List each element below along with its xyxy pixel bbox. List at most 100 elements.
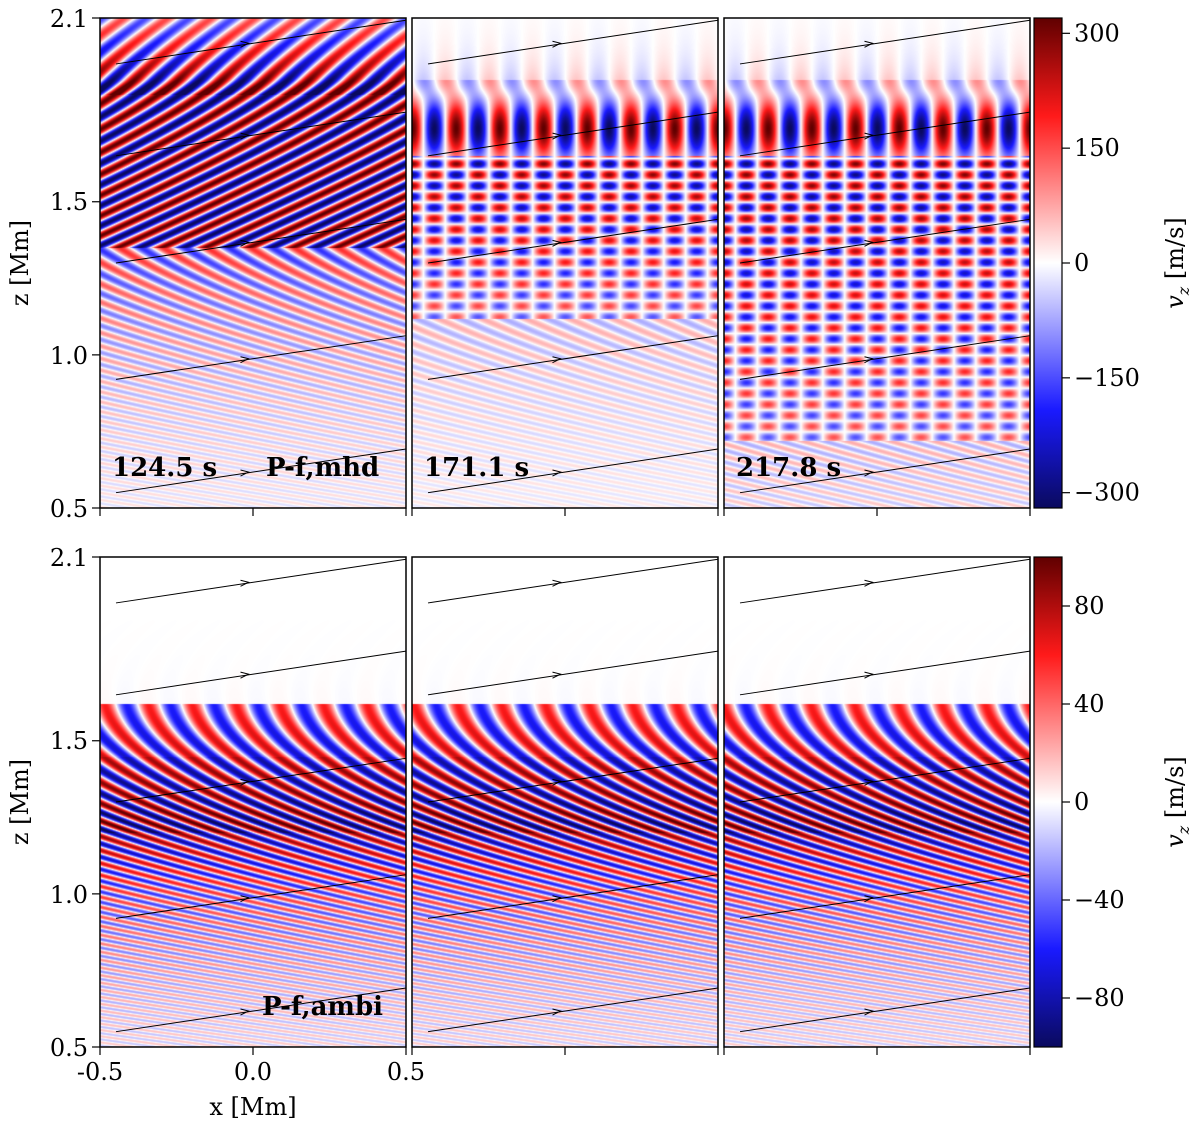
bottom-x-axis: -0.5 0.0 0.5 x [Mm]: [77, 1058, 425, 1121]
x-tick-label: 0.0: [234, 1058, 272, 1086]
field-line-arrow-icon: [240, 1008, 250, 1016]
x-tick-label: 0.5: [387, 1058, 425, 1086]
field-line: [739, 335, 1031, 380]
field-line: [115, 874, 407, 919]
time-label: 124.5 s: [112, 453, 217, 483]
field-line: [115, 19, 407, 65]
colorbar-tick-label: 150: [1074, 134, 1120, 162]
field-line-arrow-icon: [552, 1008, 562, 1016]
time-label: 217.8 s: [736, 453, 841, 483]
colorbar-tick-label: 80: [1074, 592, 1105, 620]
field-line-arrow-icon: [552, 778, 562, 786]
field-line-arrow-icon: [240, 40, 250, 48]
top-panel-1-image: [100, 18, 406, 508]
field-line-arrow-icon: [552, 356, 562, 364]
field-line-arrow-icon: [864, 239, 874, 247]
top-panel-2-image: [412, 18, 718, 508]
magnetic-field-lines: [115, 19, 1031, 1033]
y-tick-label: 2.1: [50, 5, 88, 33]
field-line-arrow-icon: [864, 40, 874, 48]
y-tick-label: 1.5: [50, 188, 88, 216]
panel-annotations: 124.5 s P-f,mhd 171.1 s 217.8 s P-f,ambi: [112, 453, 841, 1022]
field-line: [115, 650, 407, 696]
field-line: [739, 987, 1031, 1033]
field-line-arrow-icon: [864, 469, 874, 477]
axis-ticks: [92, 17, 1031, 1055]
y-axis-title: z [Mm]: [6, 759, 34, 845]
field-line-arrow-icon: [864, 1008, 874, 1016]
colorbar-tick-label: −150: [1074, 364, 1140, 392]
field-line-arrow-icon: [240, 239, 250, 247]
field-line-arrow-icon: [552, 671, 562, 679]
field-line: [427, 19, 719, 65]
x-axis-title: x [Mm]: [209, 1093, 296, 1121]
field-line: [427, 558, 719, 604]
field-line-arrow-icon: [240, 356, 250, 364]
field-line: [739, 650, 1031, 696]
field-line-arrow-icon: [552, 579, 562, 587]
field-line-arrow-icon: [552, 40, 562, 48]
field-line-arrow-icon: [864, 671, 874, 679]
field-line: [427, 335, 719, 380]
colorbar-tick-label: 0: [1074, 788, 1089, 816]
field-line-arrow-icon: [552, 239, 562, 247]
y-tick-label: 1.0: [50, 342, 88, 370]
field-line: [427, 757, 719, 803]
field-line-arrow-icon: [552, 469, 562, 477]
colorbar-title: vz [m/s]: [1161, 756, 1193, 848]
field-line: [115, 448, 407, 494]
field-line: [115, 218, 407, 264]
field-line-arrow-icon: [240, 895, 250, 903]
y-tick-label: 0.5: [50, 495, 88, 523]
bottom-panel-1-image: [100, 557, 406, 1047]
field-line: [427, 987, 719, 1033]
field-line: [739, 558, 1031, 604]
field-line: [739, 874, 1031, 919]
bottom-panel-3-image: [724, 557, 1030, 1047]
field-line-arrow-icon: [552, 132, 562, 140]
x-tick-label: -0.5: [77, 1058, 123, 1086]
case-label: P-f,mhd: [266, 453, 379, 483]
y-tick-label: 2.1: [50, 544, 88, 572]
field-line-arrow-icon: [864, 778, 874, 786]
case-label: P-f,ambi: [262, 992, 383, 1022]
field-line: [115, 987, 407, 1033]
field-line: [427, 218, 719, 264]
field-line: [739, 19, 1031, 65]
field-line-arrow-icon: [240, 778, 250, 786]
field-line-arrow-icon: [864, 579, 874, 587]
field-line: [739, 448, 1031, 494]
field-line: [115, 111, 407, 157]
bottom-panel-2-image: [412, 557, 718, 1047]
top-colorbar: −300 −150 0 150 300 vz [m/s]: [1033, 17, 1193, 509]
field-line-arrow-icon: [864, 895, 874, 903]
y-tick-label: 0.5: [50, 1034, 88, 1062]
field-line: [739, 111, 1031, 157]
field-line-arrow-icon: [240, 579, 250, 587]
field-line: [427, 111, 719, 157]
field-line: [739, 757, 1031, 803]
colorbar-title: vz [m/s]: [1161, 217, 1193, 309]
field-line-arrow-icon: [240, 671, 250, 679]
top-y-axis: 2.1 1.5 1.0 0.5 z [Mm]: [6, 5, 88, 523]
field-line: [115, 558, 407, 604]
field-line: [115, 757, 407, 803]
field-line: [427, 650, 719, 696]
top-panel-3-image: [724, 18, 1030, 508]
field-line: [427, 448, 719, 494]
field-line-arrow-icon: [240, 469, 250, 477]
field-line-arrow-icon: [240, 132, 250, 140]
y-axis-title: z [Mm]: [6, 220, 34, 306]
bottom-y-axis: 2.1 1.5 1.0 0.5 z [Mm]: [6, 544, 88, 1062]
colorbar-tick-label: −80: [1074, 984, 1125, 1012]
bottom-colorbar: −80 −40 0 40 80 vz [m/s]: [1033, 556, 1193, 1048]
field-line: [739, 218, 1031, 264]
field-line-arrow-icon: [552, 895, 562, 903]
field-line: [115, 335, 407, 380]
y-tick-label: 1.5: [50, 727, 88, 755]
colorbar-tick-label: −300: [1074, 479, 1140, 507]
colorbar-tick-label: 300: [1074, 19, 1120, 47]
colorbar-tick-label: 40: [1074, 690, 1105, 718]
time-label: 171.1 s: [424, 453, 529, 483]
